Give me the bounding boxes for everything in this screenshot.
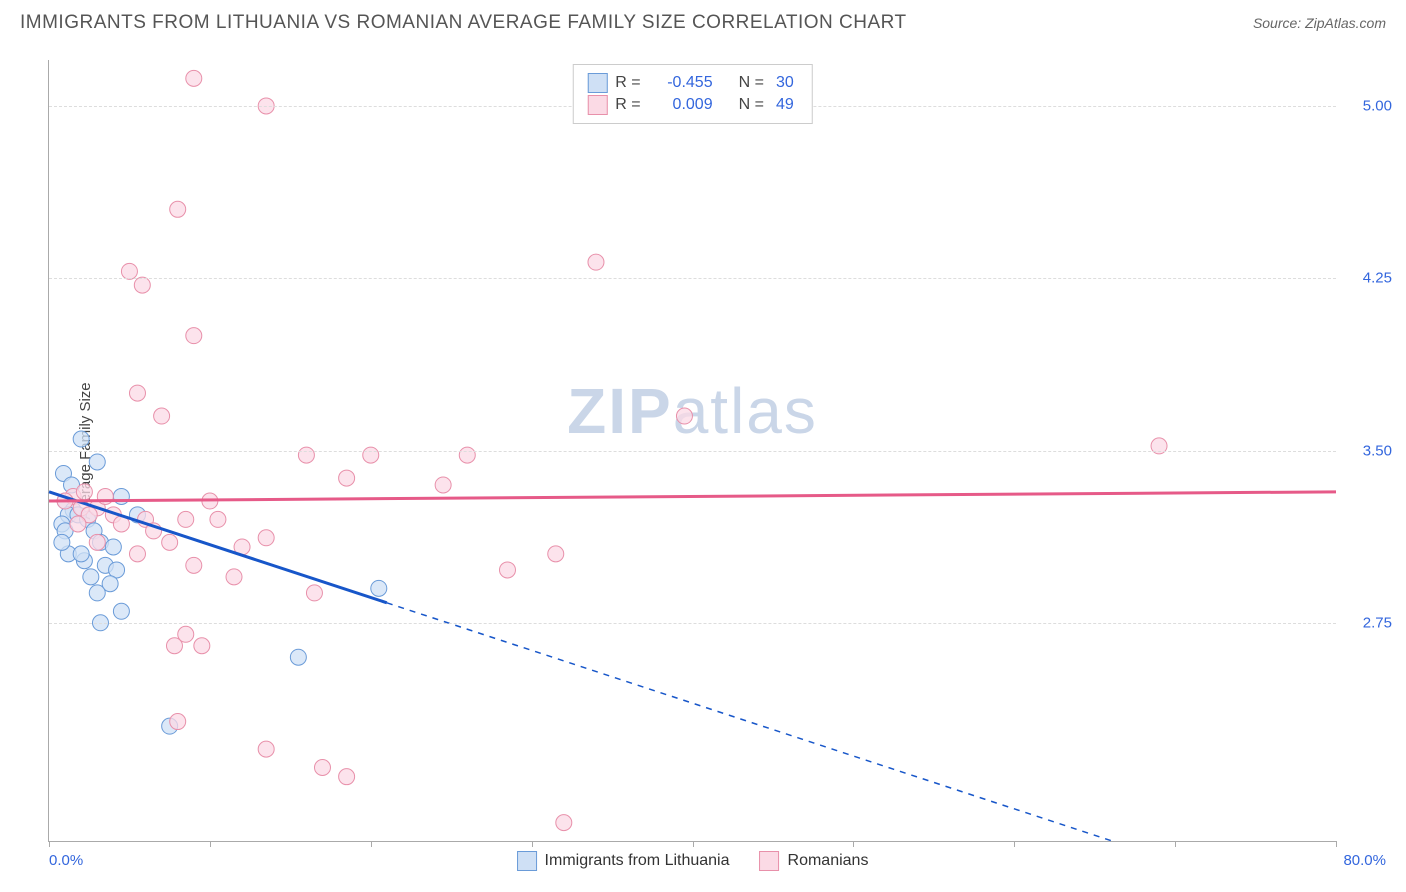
data-point xyxy=(178,626,194,642)
data-point xyxy=(54,534,70,550)
data-point xyxy=(178,511,194,527)
data-point xyxy=(170,201,186,217)
data-point xyxy=(210,511,226,527)
x-tick xyxy=(532,841,533,847)
x-tick xyxy=(853,841,854,847)
data-point xyxy=(89,534,105,550)
x-min-label: 0.0% xyxy=(49,852,83,869)
data-point xyxy=(73,546,89,562)
data-point xyxy=(134,277,150,293)
y-tick-label: 2.75 xyxy=(1363,614,1392,631)
data-point xyxy=(258,530,274,546)
data-point xyxy=(499,562,515,578)
data-point xyxy=(548,546,564,562)
r-value: -0.455 xyxy=(653,74,713,92)
data-point xyxy=(113,603,129,619)
data-point xyxy=(83,569,99,585)
n-label: N = xyxy=(739,74,764,92)
scatter-chart: ZIPatlas Average Family Size R =-0.455N … xyxy=(48,60,1336,842)
r-label: R = xyxy=(615,74,640,92)
data-point xyxy=(306,585,322,601)
data-point xyxy=(89,585,105,601)
trend-line xyxy=(49,492,1336,501)
data-point xyxy=(129,385,145,401)
data-point xyxy=(170,714,186,730)
legend-swatch xyxy=(517,851,537,871)
data-point xyxy=(314,759,330,775)
data-point xyxy=(339,769,355,785)
trend-line-dashed xyxy=(387,603,1112,841)
n-value: 49 xyxy=(776,96,794,114)
series-legend: Immigrants from Lithuania Romanians xyxy=(517,851,869,871)
data-point xyxy=(339,470,355,486)
r-value: 0.009 xyxy=(653,96,713,114)
data-point xyxy=(186,328,202,344)
data-point xyxy=(154,408,170,424)
x-tick xyxy=(1336,841,1337,847)
series-legend-item: Immigrants from Lithuania xyxy=(517,851,730,871)
r-label: R = xyxy=(615,96,640,114)
data-point xyxy=(363,447,379,463)
legend-row: R = -0.455 N = 30 xyxy=(587,73,797,93)
gridline xyxy=(49,451,1336,452)
gridline xyxy=(49,623,1336,624)
data-point xyxy=(1151,438,1167,454)
x-tick xyxy=(693,841,694,847)
source-credit: Source: ZipAtlas.com xyxy=(1253,15,1386,31)
data-point xyxy=(588,254,604,270)
data-point xyxy=(73,431,89,447)
data-point xyxy=(435,477,451,493)
x-tick xyxy=(1175,841,1176,847)
data-point xyxy=(194,638,210,654)
data-point xyxy=(121,263,137,279)
data-point xyxy=(129,546,145,562)
data-point xyxy=(371,580,387,596)
data-point xyxy=(258,741,274,757)
n-value: 30 xyxy=(776,74,794,92)
data-point xyxy=(290,649,306,665)
data-point xyxy=(556,815,572,831)
n-label: N = xyxy=(739,96,764,114)
data-point xyxy=(298,447,314,463)
correlation-legend: R = -0.455 N = 30 R = 0.009 N = 49 xyxy=(572,64,812,124)
data-point xyxy=(676,408,692,424)
x-tick xyxy=(371,841,372,847)
data-point xyxy=(459,447,475,463)
data-point xyxy=(162,534,178,550)
series-legend-item: Romanians xyxy=(760,851,869,871)
y-tick-label: 4.25 xyxy=(1363,270,1392,287)
gridline xyxy=(49,278,1336,279)
legend-swatch xyxy=(760,851,780,871)
y-tick-label: 3.50 xyxy=(1363,442,1392,459)
data-point xyxy=(186,557,202,573)
series-name: Immigrants from Lithuania xyxy=(545,852,730,870)
data-point xyxy=(70,516,86,532)
x-tick xyxy=(49,841,50,847)
x-tick xyxy=(1014,841,1015,847)
data-point xyxy=(89,454,105,470)
data-point xyxy=(105,539,121,555)
series-name: Romanians xyxy=(788,852,869,870)
legend-swatch xyxy=(587,95,607,115)
x-tick xyxy=(210,841,211,847)
data-point xyxy=(186,70,202,86)
y-tick-label: 5.00 xyxy=(1363,97,1392,114)
data-point xyxy=(226,569,242,585)
data-point xyxy=(76,484,92,500)
legend-row: R = 0.009 N = 49 xyxy=(587,95,797,115)
x-max-label: 80.0% xyxy=(1343,852,1386,869)
chart-title: IMMIGRANTS FROM LITHUANIA VS ROMANIAN AV… xyxy=(20,12,907,34)
legend-swatch xyxy=(587,73,607,93)
